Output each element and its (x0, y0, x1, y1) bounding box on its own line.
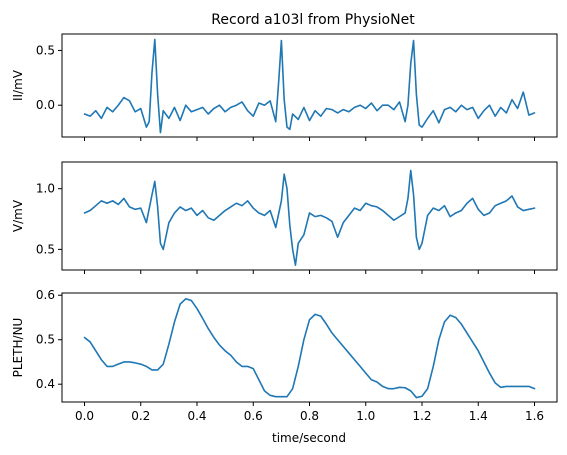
subplot-stack: 0.00.5II/mV0.51.0V/mV0.40.50.60.0 0.2 0.4 0… (11, 33, 558, 423)
x-tick-label: 1.4 (469, 409, 488, 423)
x-tick-label: 1.0 (356, 409, 375, 423)
y-tick-label: 0.0 (36, 98, 55, 112)
y-tick-label: 0.4 (36, 377, 55, 391)
subplot-2: 0.5 1.0 V/mV (11, 161, 558, 274)
y-tick-label: 0.5 (36, 242, 55, 256)
x-tick-label: 1.2 (412, 409, 431, 423)
plot-frame-3 (61, 292, 558, 403)
subplot-3: 0.4 0.5 0.6 0.0 0.2 0.4 0.6 0.8 1.0 1.2 1.4 1.6 PLET… (11, 288, 558, 423)
subplot-1: 0.0 0.5 II/mV (11, 33, 558, 141)
x-tick-label: 0.8 (300, 409, 319, 423)
signal-trace-3 (83, 297, 536, 399)
plot-frame-1 (61, 33, 558, 138)
chart-title: Record a103l from PhysioNet (211, 12, 415, 28)
y-tick-label: 0.5 (36, 333, 55, 347)
y-axis-label-3: PLETH/NU (11, 318, 25, 378)
x-tick-label: 1.6 (525, 409, 544, 423)
y-tick-label: 0.6 (36, 288, 55, 302)
y-axis-label-1: II/mV (11, 69, 25, 101)
y-tick-label: 0.5 (36, 43, 55, 57)
signal-trace-1 (83, 38, 536, 134)
x-axis-label: time/second (272, 431, 346, 445)
x-tick-label: 0.0 (75, 409, 94, 423)
y-axis-label-2: V/mV (11, 199, 25, 232)
x-tick-label: 0.2 (131, 409, 150, 423)
signal-trace-2 (83, 169, 536, 266)
x-tick-label: 0.6 (244, 409, 263, 423)
x-tick-label: 0.4 (187, 409, 206, 423)
y-tick-label: 1.0 (36, 182, 55, 196)
